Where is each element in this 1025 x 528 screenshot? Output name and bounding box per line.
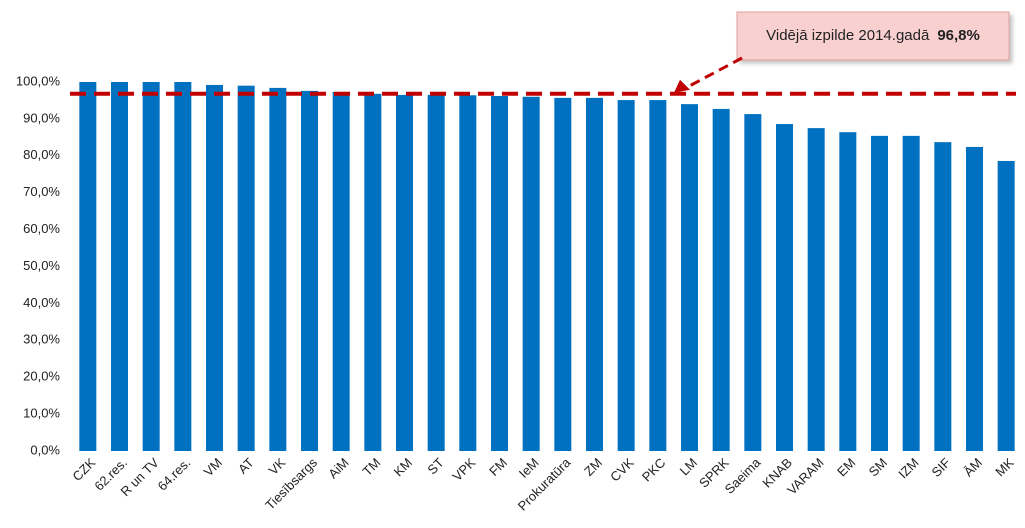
x-tick-label: VK: [266, 455, 289, 478]
bar: [902, 135, 920, 451]
y-tick-label: 10,0%: [23, 406, 60, 421]
bar: [839, 132, 857, 451]
bar: [206, 84, 223, 452]
bar: [554, 97, 572, 451]
y-tick-label: 40,0%: [23, 295, 60, 310]
x-tick-label: KM: [391, 455, 415, 479]
bar: [79, 82, 97, 451]
bar: [744, 114, 762, 451]
x-tick-label: CVK: [607, 455, 637, 485]
y-tick-label: 60,0%: [23, 221, 60, 236]
bar: [491, 96, 508, 451]
bar: [111, 82, 128, 451]
annotation-text: Vidējā izpilde 2014.gadā: [766, 27, 930, 44]
x-tick-label: EM: [834, 455, 858, 479]
y-tick-label: 80,0%: [23, 147, 60, 162]
bar: [681, 104, 698, 451]
bar: [364, 93, 382, 452]
bar: [807, 128, 825, 451]
x-tick-label: PKC: [639, 455, 669, 485]
bar: [332, 91, 350, 451]
x-tick-label: AiM: [325, 455, 351, 481]
bar: [934, 142, 952, 451]
x-tick-label: IZM: [895, 455, 921, 481]
bar: [396, 94, 413, 451]
x-tick-label: MK: [992, 455, 1017, 480]
annotation: Vidējā izpilde 2014.gadā 96,8%: [766, 27, 980, 44]
y-tick-label: 30,0%: [23, 332, 60, 347]
bar: [997, 160, 1015, 451]
y-tick-label: 100,0%: [16, 73, 61, 88]
bar: [269, 87, 287, 452]
bar: [776, 124, 793, 451]
bar: [459, 95, 477, 451]
annotation-value: 96,8%: [937, 27, 980, 44]
bar: [871, 135, 888, 451]
y-tick-label: 90,0%: [23, 110, 60, 125]
x-tick-label: ĀM: [961, 455, 985, 479]
bar: [522, 96, 540, 451]
bar: [586, 97, 603, 451]
x-tick-label: SIF: [928, 455, 953, 480]
bar: [237, 85, 255, 451]
bar: [712, 108, 730, 451]
x-tick-label: AT: [235, 455, 257, 477]
y-tick-label: 50,0%: [23, 258, 60, 273]
annotation-arrow: [685, 56, 743, 90]
arrow-head: [674, 79, 690, 93]
bar: [427, 94, 445, 451]
x-tick-label: VM: [201, 455, 225, 479]
annotation-box: [736, 11, 1010, 61]
bar: [174, 82, 192, 451]
x-tick-label: Saeima: [722, 454, 764, 496]
y-tick-label: 70,0%: [23, 184, 60, 199]
y-tick-label: 20,0%: [23, 369, 60, 384]
x-tick-label: ST: [424, 455, 446, 477]
bar: [301, 90, 318, 451]
x-tick-label: IeM: [516, 455, 542, 481]
x-tick-label: 64.res.: [155, 455, 194, 494]
x-tick-label: LM: [677, 455, 700, 478]
x-tick-label: VPK: [449, 455, 478, 484]
x-tick-label: TM: [359, 455, 383, 479]
x-tick-label: ZM: [581, 455, 605, 479]
bar: [649, 100, 667, 452]
x-tick-label: SM: [866, 455, 890, 479]
bar: [966, 146, 983, 451]
x-tick-label: FM: [486, 455, 510, 479]
y-tick-label: 0,0%: [30, 442, 60, 457]
bar: [617, 100, 635, 452]
bar: [142, 82, 160, 451]
